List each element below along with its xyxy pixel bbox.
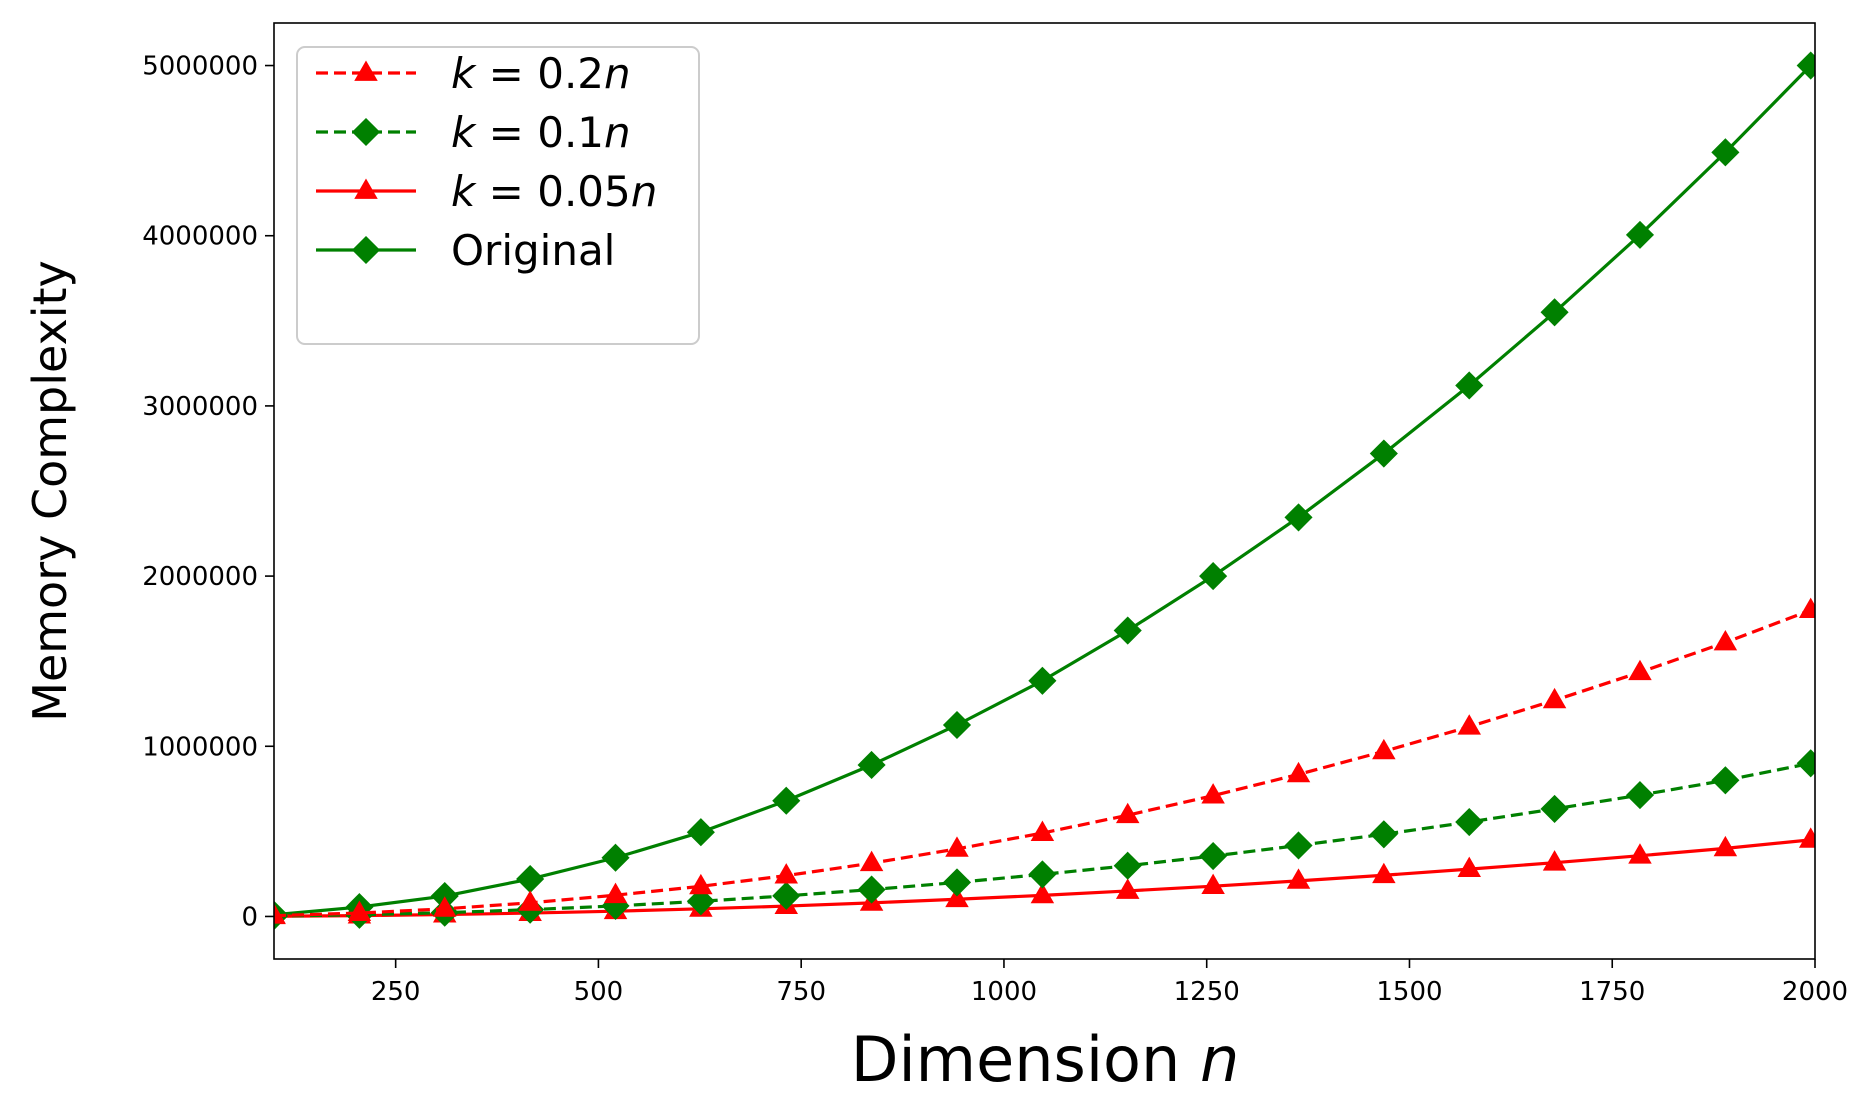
x-tick-label: 500	[574, 977, 624, 1007]
data-point	[1542, 687, 1567, 709]
data-point	[1711, 766, 1740, 795]
data-point	[1028, 666, 1057, 695]
x-axis-label: Dimension n	[851, 1023, 1240, 1096]
data-point	[518, 890, 542, 911]
data-point	[857, 750, 886, 780]
x-tick-label: 1250	[1174, 977, 1240, 1007]
data-point	[942, 710, 972, 740]
data-point	[1625, 220, 1655, 249]
data-point	[772, 881, 801, 910]
x-tick-label: 750	[776, 977, 826, 1007]
y-tick-label: 5000000	[142, 52, 258, 82]
data-point	[432, 896, 457, 917]
x-tick-label: 1500	[1376, 977, 1442, 1007]
data-point	[1284, 831, 1313, 860]
legend-entry-3: k = 0.05n	[316, 167, 657, 216]
legend-label: k = 0.05n	[451, 167, 657, 216]
y-tick-label: 0	[241, 902, 258, 932]
y-tick-label: 3000000	[142, 392, 258, 422]
x-axis-label-text: Dimension	[851, 1023, 1200, 1096]
data-point	[1113, 851, 1142, 880]
data-point	[1028, 860, 1057, 889]
plot-frame	[273, 22, 1816, 960]
y-axis-label: Memory Complexity	[23, 260, 77, 722]
legend-label: k = 0.2n	[451, 49, 631, 98]
data-point	[774, 863, 799, 884]
data-point	[1115, 878, 1140, 899]
data-point	[1455, 807, 1484, 837]
series-4	[274, 51, 1815, 929]
data-point	[1625, 781, 1655, 810]
data-point	[1199, 562, 1228, 591]
data-point	[1798, 827, 1815, 848]
data-point	[1542, 850, 1567, 871]
x-axis-label-variable: n	[1200, 1023, 1239, 1096]
data-point	[945, 886, 969, 908]
legend-entry-2: k = 0.1n	[316, 108, 631, 157]
data-point	[1286, 761, 1311, 783]
data-point	[1711, 138, 1740, 167]
data-point	[686, 818, 715, 847]
data-point	[274, 903, 286, 924]
data-point	[1628, 843, 1652, 864]
series-layer	[274, 51, 1815, 931]
legend-entry-4: Original	[316, 226, 615, 275]
y-tick-label: 1000000	[142, 732, 258, 762]
data-point	[1115, 802, 1140, 824]
data-point	[601, 843, 630, 872]
legend-label: Original	[451, 226, 615, 275]
data-point	[945, 836, 969, 857]
data-point	[1628, 659, 1652, 681]
data-point	[1796, 51, 1815, 80]
legend-box	[296, 46, 700, 345]
data-point	[347, 900, 372, 921]
data-point	[1455, 371, 1484, 400]
y-axis: 0 1000000 2000000 3000000 4000000 5000000	[142, 52, 274, 932]
data-point	[859, 850, 884, 872]
data-point	[1372, 738, 1396, 760]
legend-label: k = 0.1n	[451, 108, 631, 157]
legend-marker	[354, 60, 378, 81]
data-point	[1030, 820, 1055, 841]
data-point	[1286, 868, 1311, 889]
data-point	[689, 873, 713, 895]
data-point	[1030, 882, 1055, 904]
legend: k = 0.2n k = 0.1n k = 0.05n Original	[296, 46, 700, 345]
data-point	[1369, 820, 1398, 849]
data-point	[1540, 794, 1569, 823]
data-point	[1201, 873, 1225, 895]
y-tick-label: 4000000	[142, 222, 258, 252]
data-point	[1372, 862, 1396, 884]
data-point	[1713, 835, 1738, 857]
data-point	[1798, 597, 1815, 619]
data-point	[1369, 439, 1398, 468]
data-point	[1284, 503, 1313, 532]
data-point	[1113, 616, 1142, 645]
data-point	[1796, 749, 1815, 778]
x-tick-label: 2000	[1782, 977, 1848, 1007]
data-point	[857, 875, 886, 904]
data-point	[1457, 856, 1481, 878]
legend-marker	[354, 178, 378, 199]
legend-entry-1: k = 0.2n	[316, 49, 631, 98]
data-point	[942, 868, 972, 897]
data-point	[772, 786, 801, 815]
legend-marker	[351, 235, 381, 265]
data-point	[1457, 714, 1481, 735]
data-point	[1713, 629, 1738, 651]
x-tick-label: 250	[371, 977, 421, 1007]
data-point	[1201, 783, 1225, 804]
data-point	[1199, 841, 1228, 871]
y-tick-label: 2000000	[142, 562, 258, 592]
series-1	[274, 597, 1815, 924]
data-point	[686, 887, 715, 916]
data-point	[603, 882, 628, 904]
legend-marker	[351, 117, 381, 147]
x-tick-label: 1750	[1579, 977, 1645, 1007]
x-axis: 250 500 750 1000 1250 1500 1750 2000	[371, 959, 1848, 1007]
data-point	[1540, 298, 1569, 327]
x-tick-label: 1000	[971, 977, 1037, 1007]
